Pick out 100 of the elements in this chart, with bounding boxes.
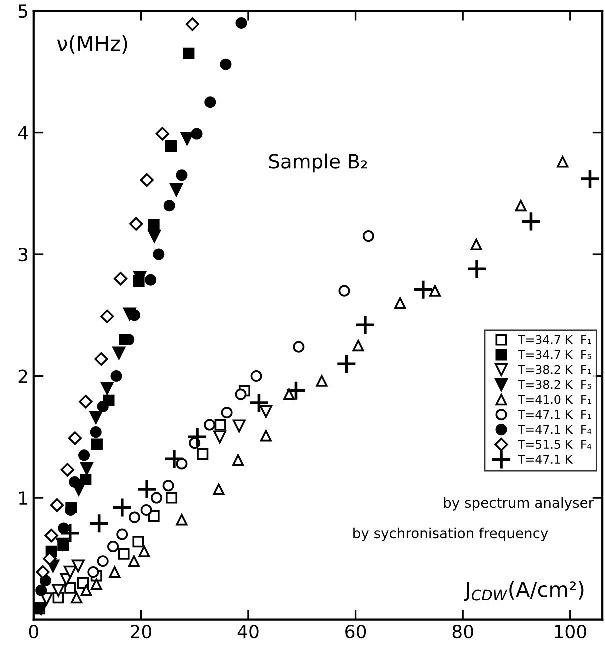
point xyxy=(283,388,296,400)
point xyxy=(116,528,128,540)
point xyxy=(60,463,74,477)
point xyxy=(197,448,209,460)
x-tick-label: 20 xyxy=(131,624,152,639)
point xyxy=(183,48,195,60)
point xyxy=(40,575,52,587)
point xyxy=(286,380,307,402)
point xyxy=(316,375,328,387)
point xyxy=(515,200,527,212)
point xyxy=(80,462,94,476)
point xyxy=(214,419,226,431)
y-tick-label: 2 xyxy=(18,370,28,384)
point xyxy=(293,341,305,353)
point xyxy=(176,170,188,182)
point xyxy=(148,510,160,522)
point xyxy=(97,400,109,412)
y-tick-label: 1 xyxy=(20,492,28,505)
x-tick-label: 100 xyxy=(555,624,586,639)
point xyxy=(43,552,57,566)
point xyxy=(140,173,154,188)
annotation: by spectrum analyser xyxy=(444,497,594,511)
point xyxy=(221,407,233,419)
point xyxy=(466,258,488,280)
point xyxy=(44,528,58,543)
point xyxy=(78,450,90,462)
point xyxy=(470,239,482,251)
y-tick-label: 4 xyxy=(18,126,28,140)
point xyxy=(79,395,93,409)
point xyxy=(260,430,272,442)
point xyxy=(50,498,64,512)
y-axis-title: ν(MHz) xyxy=(57,35,128,54)
point xyxy=(164,448,185,470)
point xyxy=(557,156,569,168)
legend-label: T=47.1 K F₄ xyxy=(518,425,592,434)
point xyxy=(91,438,103,450)
point xyxy=(71,592,83,604)
point xyxy=(90,411,103,424)
point xyxy=(352,340,364,352)
point xyxy=(204,419,216,431)
point xyxy=(109,566,121,578)
legend-label: T=47.1 K xyxy=(518,455,574,464)
point xyxy=(336,354,358,375)
point xyxy=(90,426,102,438)
point xyxy=(136,479,158,500)
point xyxy=(112,497,133,518)
annotation: Sample B₂ xyxy=(269,154,368,173)
point xyxy=(180,132,194,146)
point xyxy=(88,513,110,534)
x-axis-title: J$_{CDW}$(A/cm²) xyxy=(464,581,584,602)
point xyxy=(108,540,120,553)
point xyxy=(114,272,128,286)
point xyxy=(128,512,141,524)
point xyxy=(140,504,152,516)
point xyxy=(148,230,162,243)
point xyxy=(94,352,108,366)
point xyxy=(145,274,157,286)
point xyxy=(100,310,114,324)
point xyxy=(429,285,441,297)
point xyxy=(90,578,102,590)
point xyxy=(97,556,109,568)
point xyxy=(176,458,188,470)
point xyxy=(362,230,374,242)
legend-label: T=38.2 K F₅ xyxy=(518,380,592,390)
point xyxy=(260,405,273,418)
point xyxy=(248,392,270,414)
legend-label: T=34.7 K F₅ xyxy=(518,350,592,360)
legend-label: T=51.5 K F₄ xyxy=(518,440,592,450)
point xyxy=(156,127,170,141)
point xyxy=(72,560,85,573)
point xyxy=(236,17,248,29)
x-tick-label: 60 xyxy=(346,624,366,639)
point xyxy=(153,248,165,260)
point xyxy=(580,168,601,190)
point xyxy=(36,566,50,580)
point xyxy=(213,484,225,496)
point xyxy=(394,297,406,310)
point xyxy=(520,211,542,232)
point xyxy=(110,370,122,382)
point xyxy=(338,285,350,297)
point xyxy=(250,370,262,382)
point xyxy=(112,346,126,360)
point xyxy=(220,58,232,70)
point xyxy=(164,200,176,212)
legend-label: T=38.2 K F₁ xyxy=(518,365,592,374)
point xyxy=(166,492,178,504)
point xyxy=(412,279,434,300)
point xyxy=(214,430,227,444)
x-tick-label: 40 xyxy=(238,624,259,639)
point xyxy=(132,536,144,548)
point xyxy=(138,546,150,558)
point xyxy=(204,96,216,108)
annotation: by sychronisation frequency xyxy=(354,528,548,542)
point xyxy=(68,432,82,446)
point xyxy=(232,454,244,466)
point xyxy=(150,492,163,504)
point xyxy=(52,584,66,598)
point xyxy=(60,522,81,544)
point xyxy=(170,184,184,196)
point xyxy=(191,128,203,140)
